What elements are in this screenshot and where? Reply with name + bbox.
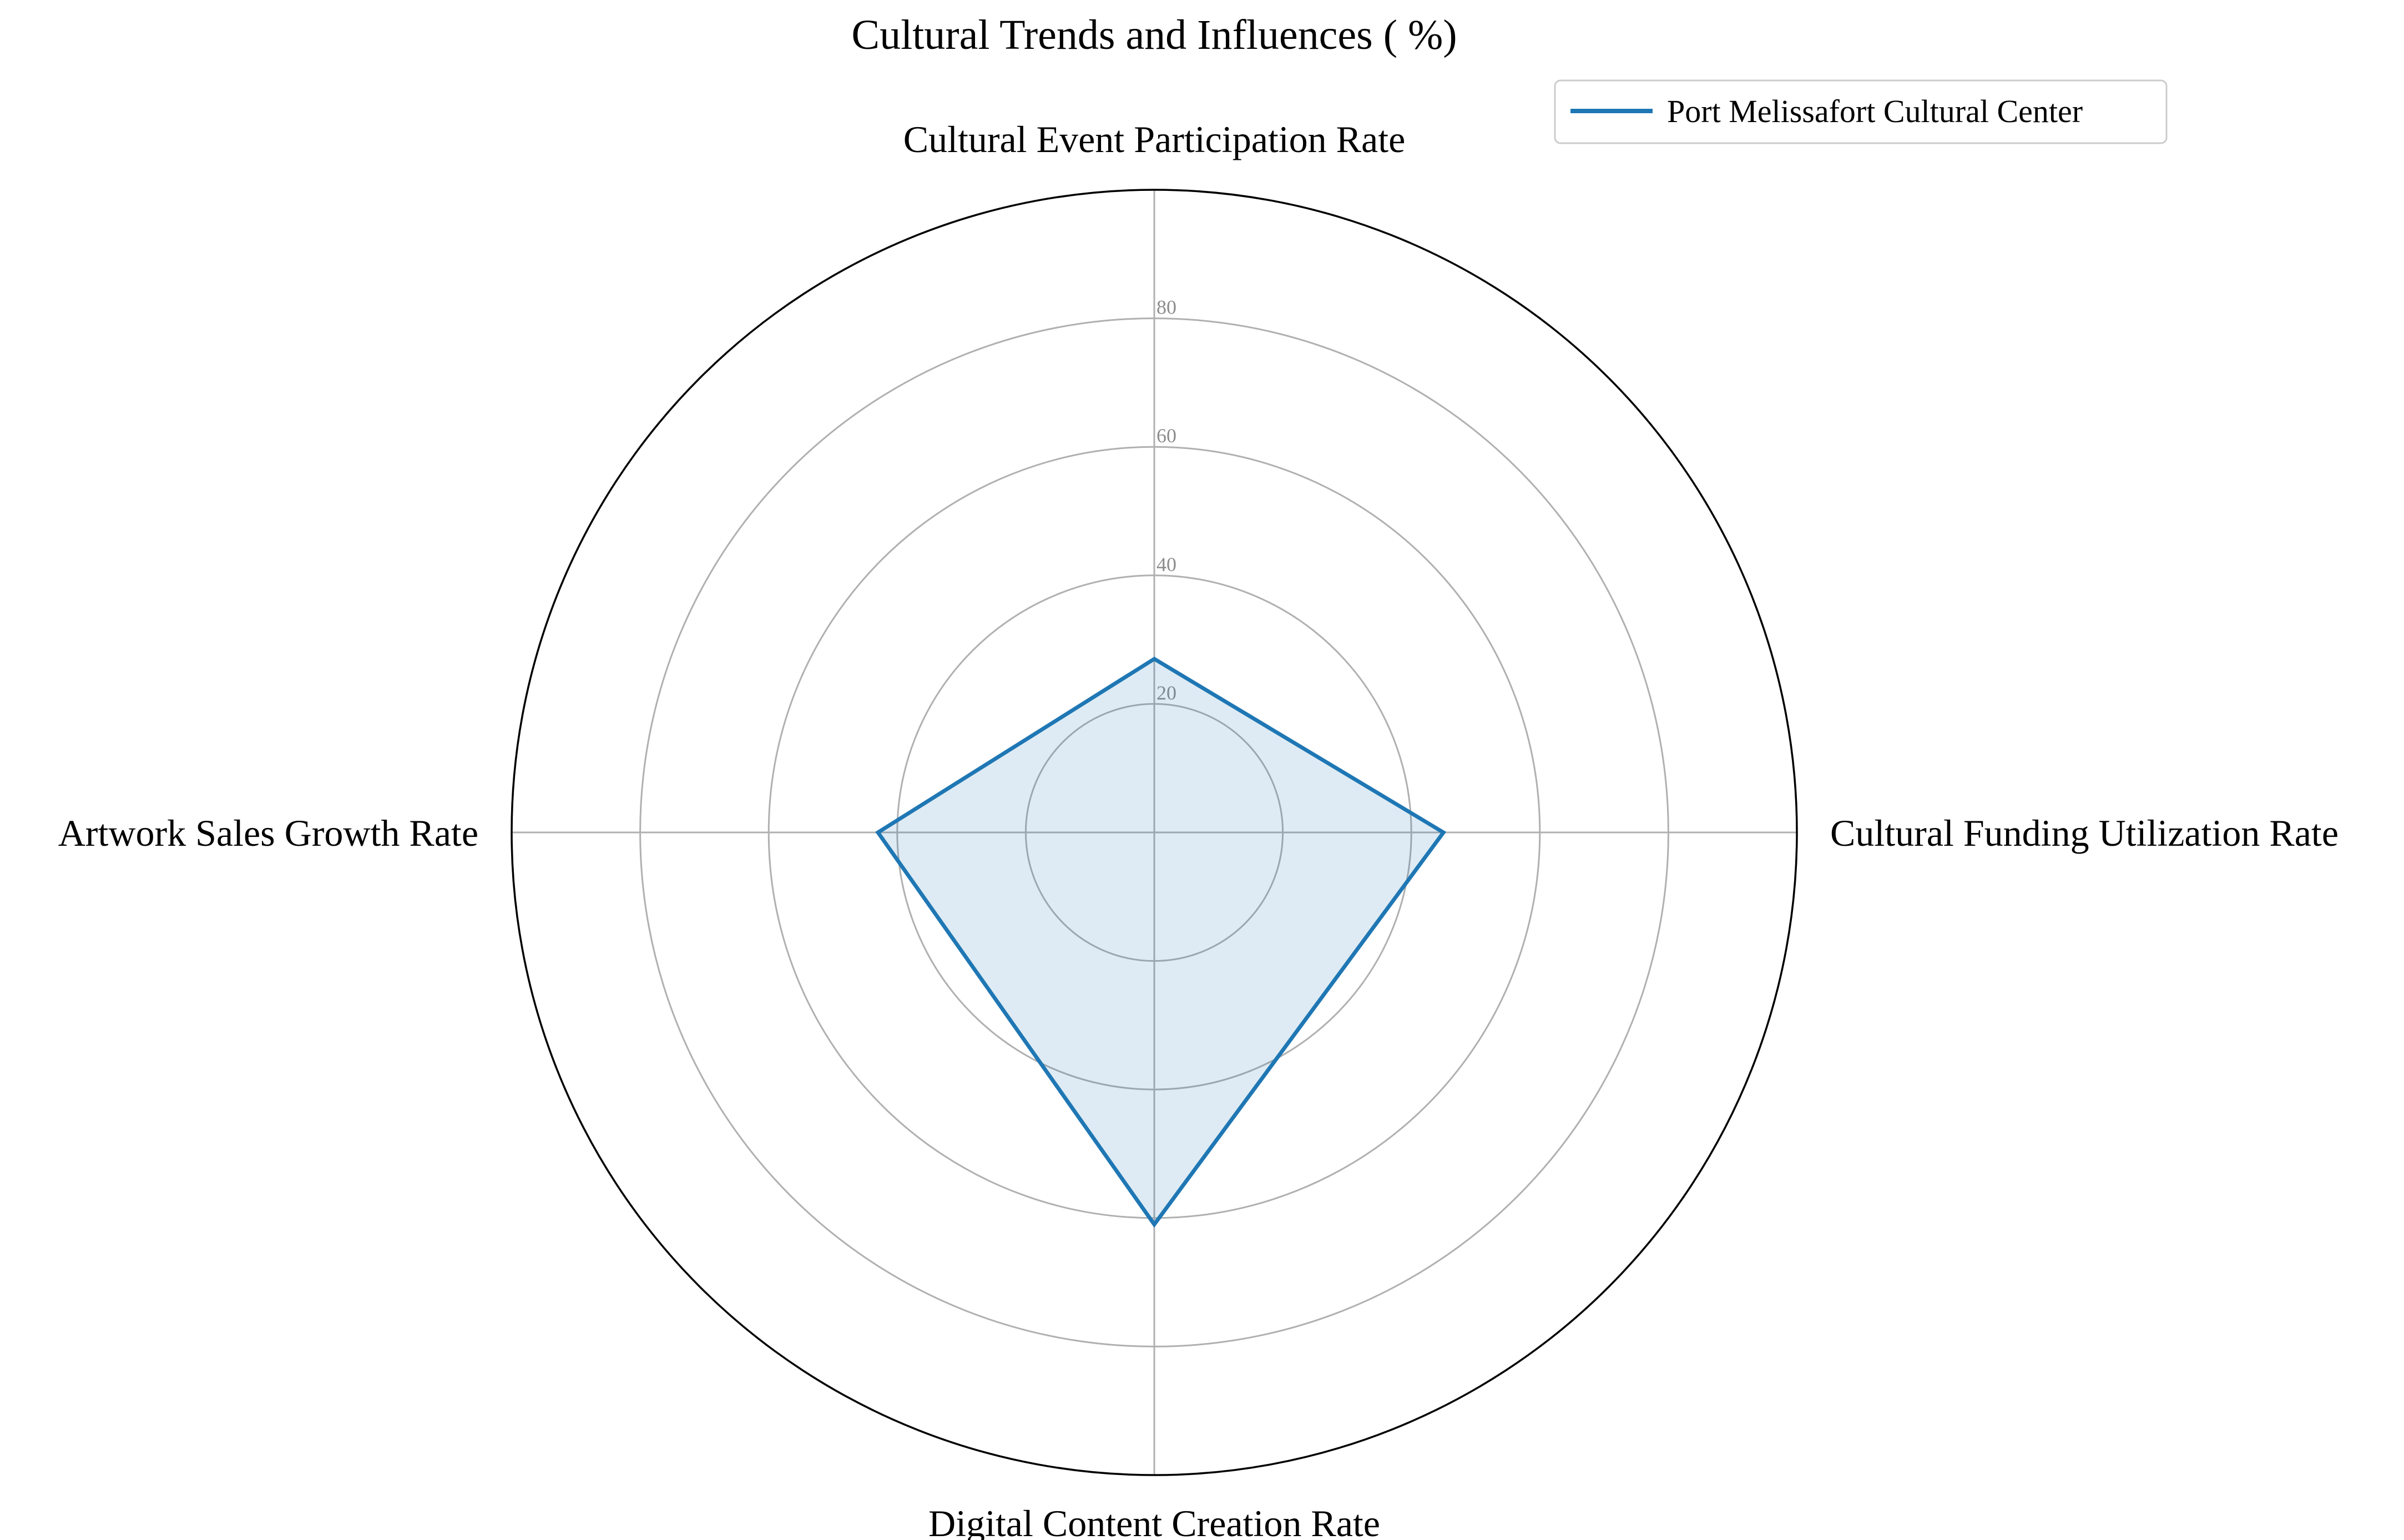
radial-grid: 20 40 60 80 [511, 189, 1798, 1476]
r-tick-label: 40 [1156, 553, 1176, 575]
r-tick-label: 60 [1156, 425, 1176, 447]
data-point [877, 831, 880, 834]
series-layer [875, 657, 1447, 1228]
legend-label: Port Melissafort Cultural Center [1667, 93, 2083, 129]
data-point [1442, 831, 1445, 834]
chart-title: Cultural Trends and Influences ( %) [851, 12, 1457, 58]
category-label: Digital Content Creation Rate [928, 1502, 1380, 1540]
category-label: Cultural Event Participation Rate [903, 118, 1406, 160]
axis-labels: Cultural Event Participation Rate Cultura… [58, 118, 2339, 1540]
r-tick-label: 20 [1156, 681, 1176, 704]
polar-frame [511, 189, 1798, 1476]
data-point [1153, 1223, 1155, 1226]
legend: Port Melissafort Cultural Center [1554, 79, 2168, 144]
category-label: Cultural Funding Utilization Rate [1830, 812, 2339, 854]
category-label: Artwork Sales Growth Rate [58, 812, 478, 854]
series-area [878, 659, 1444, 1225]
legend-frame [1554, 79, 2168, 144]
r-tick-label: 80 [1156, 296, 1176, 319]
data-point [1153, 658, 1155, 660]
